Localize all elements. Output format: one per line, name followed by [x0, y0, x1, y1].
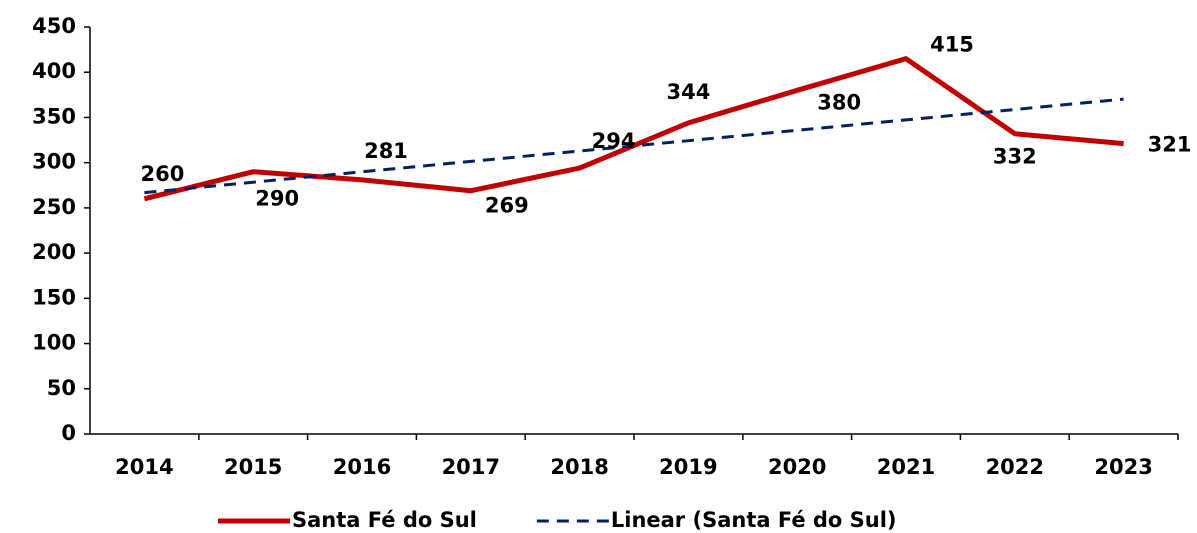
data-label: 321 — [1148, 133, 1192, 157]
y-tick-label: 100 — [32, 331, 76, 355]
data-label: 281 — [364, 139, 408, 163]
y-tick-label: 200 — [32, 240, 76, 264]
data-label: 294 — [592, 129, 636, 153]
trend-line — [144, 97, 1124, 195]
y-tick-label: 0 — [61, 421, 76, 445]
x-tick-label: 2016 — [333, 455, 391, 479]
data-label: 344 — [666, 80, 710, 104]
data-label: 415 — [930, 33, 974, 57]
x-tick-label: 2014 — [115, 455, 173, 479]
x-tick-label: 2015 — [224, 455, 282, 479]
x-tick-label: 2018 — [550, 455, 608, 479]
data-label: 260 — [140, 162, 184, 186]
y-tick-label: 250 — [32, 195, 76, 219]
data-label: 380 — [817, 90, 861, 114]
x-tick-label: 2019 — [659, 455, 717, 479]
y-tick-label: 150 — [32, 285, 76, 309]
x-tick-label: 2017 — [442, 455, 500, 479]
y-tick-label: 350 — [32, 104, 76, 128]
legend-label: Linear (Santa Fé do Sul) — [611, 508, 897, 532]
y-tick-label: 50 — [47, 376, 76, 400]
data-label: 290 — [255, 187, 299, 211]
y-tick-label: 450 — [32, 14, 76, 38]
x-tick-label: 2022 — [986, 455, 1044, 479]
y-tick-label: 300 — [32, 150, 76, 174]
y-tick-label: 400 — [32, 59, 76, 83]
legend-label: Santa Fé do Sul — [292, 508, 477, 532]
data-label: 332 — [993, 145, 1037, 169]
x-tick-label: 2021 — [877, 455, 935, 479]
x-tick-label: 2023 — [1094, 455, 1152, 479]
x-tick-label: 2020 — [768, 455, 826, 479]
data-label: 269 — [485, 194, 529, 218]
